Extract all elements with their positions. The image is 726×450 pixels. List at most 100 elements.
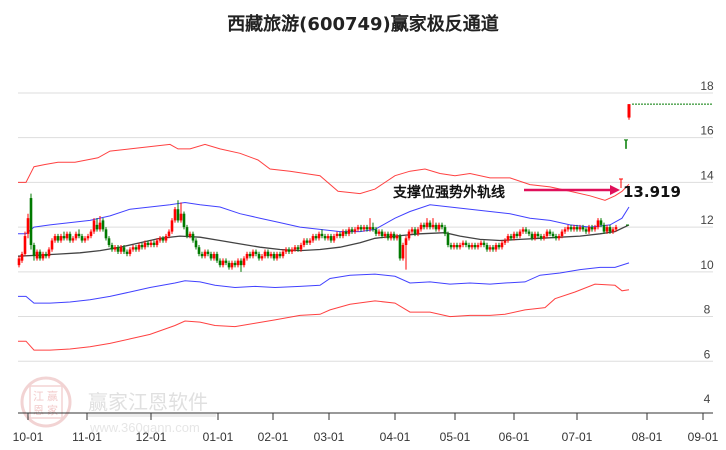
candle: [560, 231, 564, 237]
candle: [179, 213, 183, 221]
candle: [602, 224, 606, 232]
candle: [449, 245, 453, 248]
candle: [434, 224, 438, 230]
candle: [158, 238, 162, 241]
upper-inner-band: [18, 201, 630, 235]
candle: [128, 249, 132, 254]
candle: [149, 242, 153, 246]
candle: [392, 233, 396, 239]
candle: [407, 231, 411, 239]
candle: [341, 231, 345, 237]
candle: [188, 233, 192, 237]
candle: [332, 236, 336, 241]
candle: [578, 227, 582, 230]
candle: [455, 245, 459, 248]
candle: [47, 249, 51, 257]
candle: [50, 240, 54, 250]
watermark: 江 赢 恩 家 赢家江恩软件 www.360gann.com: [20, 376, 216, 435]
candle: [206, 251, 210, 254]
candle: [251, 251, 255, 257]
candle: [275, 253, 279, 259]
candle: [605, 227, 609, 232]
lower-outer-band: [18, 283, 630, 351]
candle: [233, 262, 237, 266]
candle: [245, 253, 249, 259]
y-tick-label: 14: [700, 168, 714, 182]
candle: [53, 236, 57, 241]
candle: [395, 236, 399, 239]
candle: [191, 233, 195, 241]
candle: [371, 227, 375, 230]
candle: [122, 247, 126, 252]
candle: [170, 220, 174, 232]
candle: [359, 227, 363, 230]
candle: [77, 233, 81, 237]
candle: [509, 236, 513, 239]
candle: [443, 227, 447, 234]
candle: [68, 233, 72, 241]
candle: [599, 220, 603, 225]
candle: [92, 220, 96, 232]
candle: [248, 253, 252, 257]
upper-outer-band: [18, 143, 630, 201]
candle: [236, 260, 240, 266]
svg-text:家: 家: [47, 403, 58, 417]
candle: [569, 227, 573, 230]
svg-text:江: 江: [33, 390, 44, 403]
x-tick-label: 12-01: [136, 430, 167, 444]
candle: [347, 229, 351, 234]
candle: [215, 253, 219, 261]
candle: [410, 229, 414, 232]
candle: [551, 233, 555, 237]
candle: [311, 236, 315, 241]
x-tick-label: 09-01: [688, 430, 719, 444]
candle: [74, 233, 78, 239]
candle: [224, 260, 228, 263]
x-tick-label: 06-01: [499, 430, 530, 444]
candle: [116, 247, 120, 252]
candle: [329, 236, 333, 241]
support-annotation: 支撑位强势外轨线 13.919: [392, 183, 681, 201]
candle: [485, 245, 489, 250]
candle: [308, 240, 312, 243]
candle: [335, 233, 339, 237]
candle: [20, 253, 24, 261]
candle: [536, 233, 540, 237]
candle: [482, 242, 486, 246]
candle: [593, 227, 597, 230]
candle: [287, 249, 291, 252]
candle: [320, 233, 324, 237]
candle: [422, 224, 426, 228]
candle: [503, 240, 507, 243]
candle: [155, 240, 159, 246]
svg-text:赢: 赢: [47, 389, 58, 403]
candle: [362, 227, 366, 230]
candle: [491, 247, 495, 250]
candle: [290, 249, 294, 252]
candle: [488, 247, 492, 250]
candle: [26, 218, 30, 234]
candle: [611, 229, 615, 232]
candle: [494, 245, 498, 250]
candle: [518, 231, 522, 237]
candle: [506, 236, 510, 241]
candle: [596, 220, 600, 228]
candle: [119, 247, 123, 252]
candle: [131, 247, 135, 250]
candle: [338, 233, 342, 237]
channel-bands: [17, 143, 630, 351]
watermark-text: 赢家江恩软件: [88, 390, 208, 414]
candle: [572, 227, 576, 230]
candle: [539, 236, 543, 239]
candle: [293, 247, 297, 250]
candle: [398, 236, 402, 259]
candle: [263, 251, 267, 257]
candle: [242, 258, 246, 266]
candle: [32, 245, 36, 257]
candle: [86, 236, 90, 239]
x-tick-label: 03-01: [314, 430, 345, 444]
x-tick-label: 05-01: [440, 430, 471, 444]
x-axis-labels: 10-01 11-01 12-01 01-01 02-01 03-01 04-01 05-01…: [13, 413, 719, 444]
x-tick-label: 08-01: [632, 430, 663, 444]
candle: [356, 227, 360, 230]
